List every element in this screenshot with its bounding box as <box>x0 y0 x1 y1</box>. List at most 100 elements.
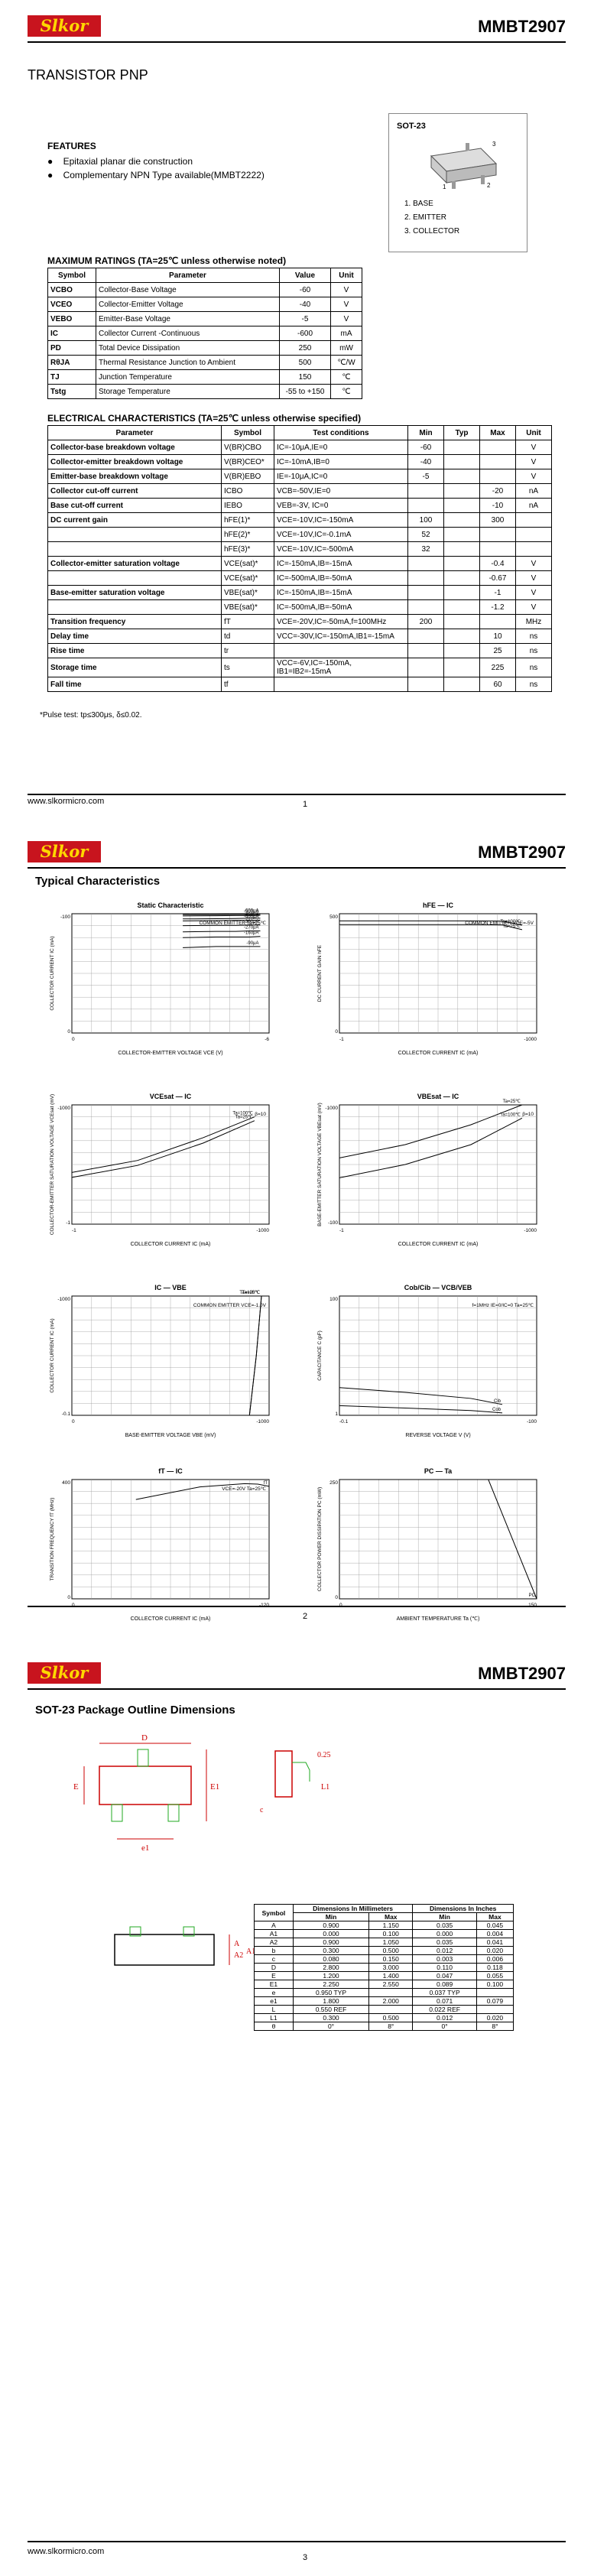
dim-cell: e <box>254 1988 294 1997</box>
col-typ: Typ <box>443 425 480 440</box>
max-cell <box>479 469 516 484</box>
chart-note: VCE=-20V Ta=25℃ <box>222 1486 266 1492</box>
col-unit: Unit <box>515 425 552 440</box>
chart-note: COMMON EMITTER Ta=25℃ <box>199 921 266 926</box>
col-inch: Dimensions In Inches <box>412 1904 514 1913</box>
series-label: -300μA <box>244 920 258 924</box>
table-row: b 0.300 0.500 0.012 0.020 <box>254 1946 514 1955</box>
table-row: Base-emitter saturation voltage VBE(sat)*… <box>47 585 552 600</box>
chart-title: VBEsat — IC <box>417 1093 459 1100</box>
min-cell: 200 <box>407 614 444 629</box>
series-label: Cob <box>492 1408 502 1412</box>
dim-cell: 0.089 <box>412 1980 477 1989</box>
series-line <box>339 1387 503 1405</box>
dim-cell: 0.006 <box>476 1954 514 1964</box>
chart-note: β=10 <box>255 1112 266 1117</box>
dim-cell: E <box>254 1971 294 1980</box>
min-cell <box>407 629 444 644</box>
tick-label: -100 <box>328 1220 338 1226</box>
series-label: PC <box>529 1593 536 1598</box>
max-ratings-table: Symbol Parameter Value Unit VCBO Collecto… <box>47 268 362 399</box>
chart-note: COMMON EMITTER VCE=-5V <box>465 921 534 926</box>
chart: VCEsat — IC COLLECTOR CURRENT IC (mA) COLL… <box>46 1090 275 1250</box>
tick-label: -1000 <box>256 1419 269 1424</box>
page-1: Slkor MMBT2907 TRANSISTOR PNP SOT-23 3 1… <box>0 0 607 859</box>
table-row: E 1.200 1.400 0.047 0.055 <box>254 1971 514 1980</box>
svg-text:2: 2 <box>487 182 491 189</box>
tick-label: 400 <box>62 1480 70 1486</box>
dim-cell: 0.045 <box>476 1921 514 1930</box>
dim-cell: L1 <box>254 2013 294 2022</box>
chart-svg: Static Characteristic COLLECTOR-EMITTER V… <box>50 901 270 1056</box>
typ-cell <box>443 570 480 586</box>
symbol-cell: VCEO <box>47 297 96 312</box>
dim-cell: 0.000 <box>412 1929 477 1938</box>
table-row: Storage time ts VCC=-6V,IC=-150mA, IB1=IB2… <box>47 658 552 677</box>
tick-label: 0 <box>335 1595 338 1600</box>
website-link[interactable]: www.slkormicro.com <box>28 2547 105 2556</box>
typ-cell <box>443 454 480 469</box>
y-axis-label: BASE-EMITTER SATURATION VOLTAGE VBEsat (… <box>317 1103 323 1226</box>
unit-cell: V <box>515 454 552 469</box>
table-row: Tstg Storage Temperature -55 to +150 ℃ <box>47 384 362 399</box>
unit-cell <box>515 527 552 542</box>
x-axis-label: REVERSE VOLTAGE V (V) <box>405 1433 470 1438</box>
series-label: Ta=25℃ <box>503 924 521 929</box>
x-axis-label: BASE-EMITTER VOLTAGE VBE (mV) <box>125 1433 216 1438</box>
value-cell: 150 <box>279 369 331 385</box>
dim-cell <box>368 1988 414 1997</box>
unit-cell: ns <box>515 658 552 677</box>
unit-cell: nA <box>515 483 552 499</box>
min-cell <box>407 677 444 692</box>
min-cell: 32 <box>407 541 444 557</box>
dim-cell: A <box>254 1921 294 1930</box>
symbol-cell: VBE(sat)* <box>221 599 274 615</box>
min-cell <box>407 585 444 600</box>
chart-title: fT — IC <box>158 1467 183 1475</box>
dim-cell: 2.000 <box>368 1996 414 2006</box>
max-cell: 10 <box>479 629 516 644</box>
tick-label: 0 <box>339 1603 342 1608</box>
condition-cell: IC=-500mA,IB=-50mA <box>274 599 408 615</box>
value-cell: 250 <box>279 340 331 356</box>
chart: fT — IC COLLECTOR CURRENT IC (mA) TRANSITI… <box>46 1464 275 1625</box>
chart-svg: hFE — IC COLLECTOR CURRENT IC (mA) DC CURR… <box>317 901 537 1056</box>
parameter-cell: Collector cut-off current <box>47 483 222 499</box>
col-symbol: Symbol <box>254 1904 294 1921</box>
table-row: Rise time tr 25 ns <box>47 643 552 658</box>
dim-cell <box>476 1988 514 1997</box>
unit-cell: nA <box>515 498 552 513</box>
value-cell: -40 <box>279 297 331 312</box>
symbol-cell: fT <box>221 614 274 629</box>
table-row: VCBO Collector-Base Voltage -60 V <box>47 282 362 297</box>
dim-cell: 0° <box>412 2022 477 2031</box>
series-line <box>339 1479 537 1600</box>
max-cell: 300 <box>479 512 516 528</box>
parameter-cell: Emitter-base breakdown voltage <box>47 469 222 484</box>
tick-label: 500 <box>329 914 338 920</box>
dim-cell <box>476 2005 514 2014</box>
svg-text:e1: e1 <box>141 1843 149 1853</box>
typ-cell <box>443 440 480 455</box>
symbol-cell: tr <box>221 643 274 658</box>
condition-cell: VCC=-30V,IC=-150mA,IB1=-15mA <box>274 629 408 644</box>
feature-text: Complementary NPN Type available(MMBT222… <box>63 170 265 180</box>
svg-text:1: 1 <box>443 184 446 190</box>
website-link[interactable]: www.slkormicro.com <box>28 797 105 806</box>
table-row: e1 1.800 2.000 0.071 0.079 <box>254 1996 514 2006</box>
unit-cell: V <box>515 570 552 586</box>
tick-label: 0 <box>72 1603 75 1608</box>
parameter-cell: Collector-Base Voltage <box>96 282 280 297</box>
y-axis-label: TRANSITION FREQUENCY fT (MHz) <box>50 1498 55 1581</box>
series-label: Ta=25℃ <box>235 1116 254 1120</box>
series-line <box>183 936 261 938</box>
symbol-cell: VBE(sat)* <box>221 585 274 600</box>
table-row: Collector-emitter saturation voltage VCE(… <box>47 556 552 571</box>
max-cell: 25 <box>479 643 516 658</box>
dim-cell: D <box>254 1963 294 1972</box>
table-header-row: Symbol Parameter Value Unit <box>47 268 362 283</box>
series-label: -450μA <box>244 913 258 918</box>
chart-title: Static Characteristic <box>137 901 203 909</box>
series-label: Ta=100℃ <box>239 1291 260 1295</box>
svg-text:c: c <box>260 1806 264 1814</box>
